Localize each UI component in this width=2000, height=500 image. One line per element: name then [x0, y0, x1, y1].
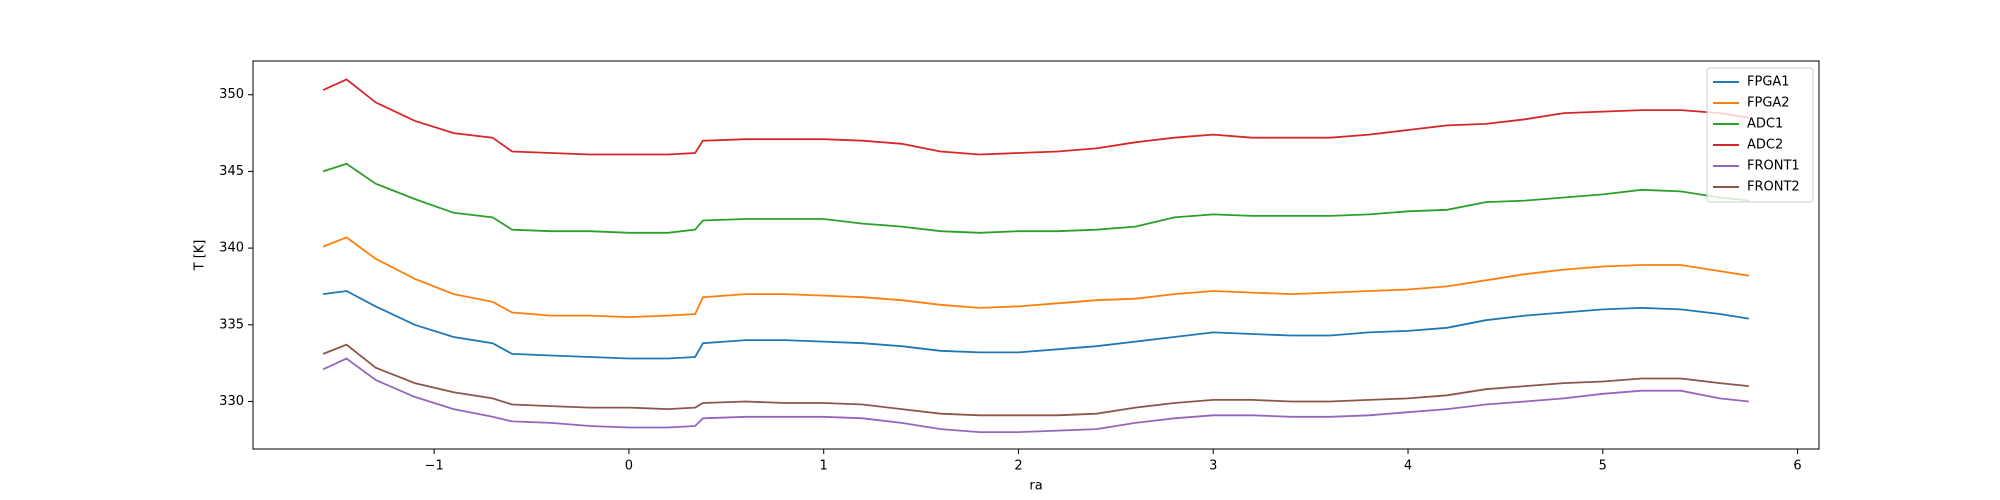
- x-tick-label: 3: [1209, 459, 1217, 474]
- series-line: [322, 343, 1749, 417]
- x-tick-label: 5: [1599, 459, 1607, 474]
- series-line: [322, 290, 1750, 360]
- legend-box: [1706, 67, 1814, 203]
- legend-label: ADC1: [1747, 117, 1783, 132]
- legend-label: FPGA1: [1747, 75, 1790, 90]
- legend-label: ADC2: [1747, 138, 1783, 153]
- y-tick-label: 340: [219, 241, 244, 256]
- x-tick-label: 4: [1404, 459, 1412, 474]
- x-axis-label: ra: [1029, 479, 1042, 494]
- legend-label: FRONT1: [1747, 159, 1800, 174]
- series-line: [322, 236, 1750, 319]
- series-line: [322, 162, 1749, 234]
- plot-frame: [252, 60, 1820, 450]
- y-tick-label: 330: [219, 394, 244, 409]
- x-tick-label: −1: [425, 459, 444, 474]
- x-tick-label: 2: [1014, 459, 1022, 474]
- series-line: [322, 357, 1749, 433]
- x-tick-label: 6: [1793, 459, 1801, 474]
- series-line: [322, 78, 1750, 156]
- x-tick-label: 0: [625, 459, 633, 474]
- legend-label: FRONT2: [1747, 180, 1800, 195]
- y-tick-label: 335: [219, 317, 244, 332]
- legend-label: FPGA2: [1747, 96, 1790, 111]
- y-tick-label: 350: [219, 87, 244, 102]
- y-axis-label: T [K]: [193, 240, 208, 272]
- y-tick-label: 345: [219, 164, 244, 179]
- x-tick-label: 1: [820, 459, 828, 474]
